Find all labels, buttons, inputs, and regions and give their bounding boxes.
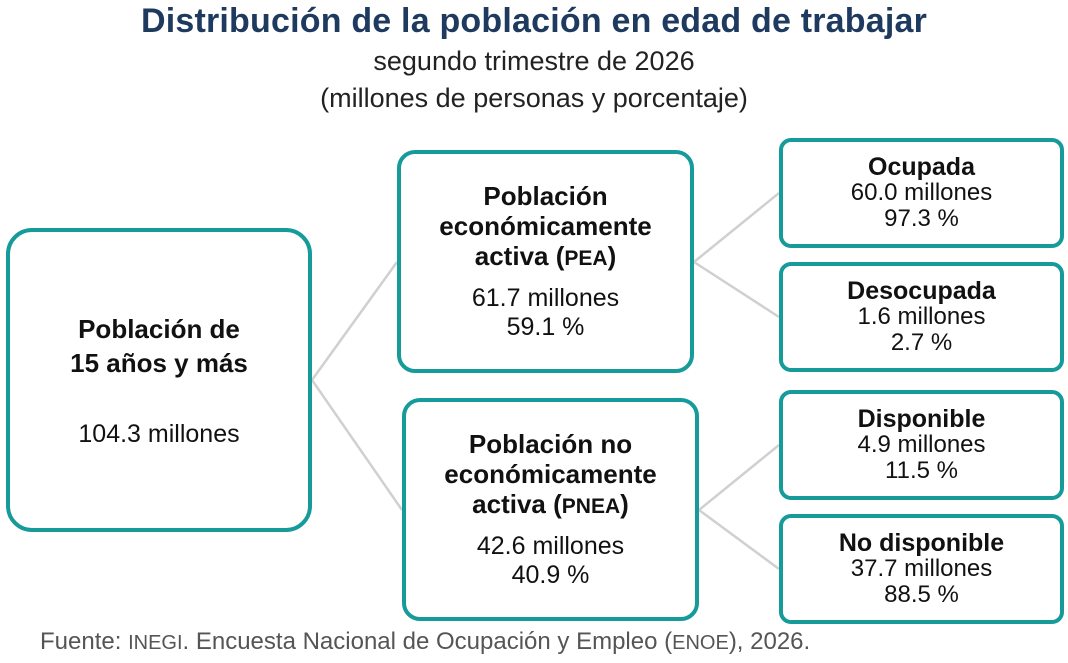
node-title: 15 años y más [70, 347, 248, 378]
connector-pea-ocupada [693, 192, 780, 263]
node-percent: 88.5 % [884, 581, 959, 608]
node-poblacion-15-mas: Población de 15 años y más 104.3 millone… [6, 228, 312, 532]
node-value: 42.6 millones [476, 532, 625, 560]
node-pnea: Población no económicamente activa (PNEA… [402, 398, 699, 621]
node-value: 61.7 millones [471, 284, 620, 312]
node-percent: 97.3 % [884, 205, 959, 232]
subtitle-units: (millones de personas y porcentaje) [320, 83, 748, 113]
source-org: INEGI [128, 632, 183, 654]
node-value: 4.9 millones [857, 431, 986, 458]
node-no-disponible: No disponible 37.7 millones 88.5 % [779, 514, 1064, 624]
node-percent: 40.9 % [511, 561, 590, 589]
node-title: Disponible [857, 405, 986, 433]
node-value: 1.6 millones [857, 303, 986, 330]
node-title: activa (PNEA) [472, 489, 629, 519]
source-survey: ENOE [672, 632, 729, 654]
node-value: 104.3 millones [78, 419, 240, 448]
node-title: Población no [468, 429, 633, 459]
page-title: Distribución de la población en edad de … [140, 2, 928, 40]
node-pea: Población económicamente activa (PEA) 61… [397, 150, 694, 373]
node-ocupada: Ocupada 60.0 millones 97.3 % [779, 138, 1064, 248]
node-title: Población de [78, 313, 240, 344]
node-disponible: Disponible 4.9 millones 11.5 % [779, 390, 1064, 500]
node-title: No disponible [838, 529, 1005, 557]
node-percent: 2.7 % [890, 329, 953, 356]
node-abbreviation: PEA [564, 247, 608, 270]
node-title: Población [483, 181, 608, 211]
node-title: Desocupada [847, 277, 996, 305]
connector-pea-desocupada [693, 260, 780, 319]
source-note: Fuente: INEGI. Encuesta Nacional de Ocup… [40, 628, 811, 655]
subtitle-period: segundo trimestre de 2026 [373, 46, 695, 76]
node-title: económicamente [444, 459, 657, 489]
connector-pnea-nodisponible [698, 508, 780, 571]
node-desocupada: Desocupada 1.6 millones 2.7 % [779, 262, 1064, 372]
node-title: económicamente [439, 211, 652, 241]
connector-root-pnea [310, 379, 404, 511]
node-value: 60.0 millones [850, 179, 993, 206]
node-percent: 11.5 % [885, 457, 958, 484]
node-percent: 59.1 % [506, 313, 585, 341]
connector-root-pea [310, 261, 399, 381]
node-title: activa (PEA) [474, 241, 617, 271]
node-value: 37.7 millones [850, 555, 993, 582]
node-title: Ocupada [868, 153, 975, 181]
connector-pnea-disponible [698, 444, 780, 511]
node-abbreviation: PNEA [561, 495, 621, 518]
